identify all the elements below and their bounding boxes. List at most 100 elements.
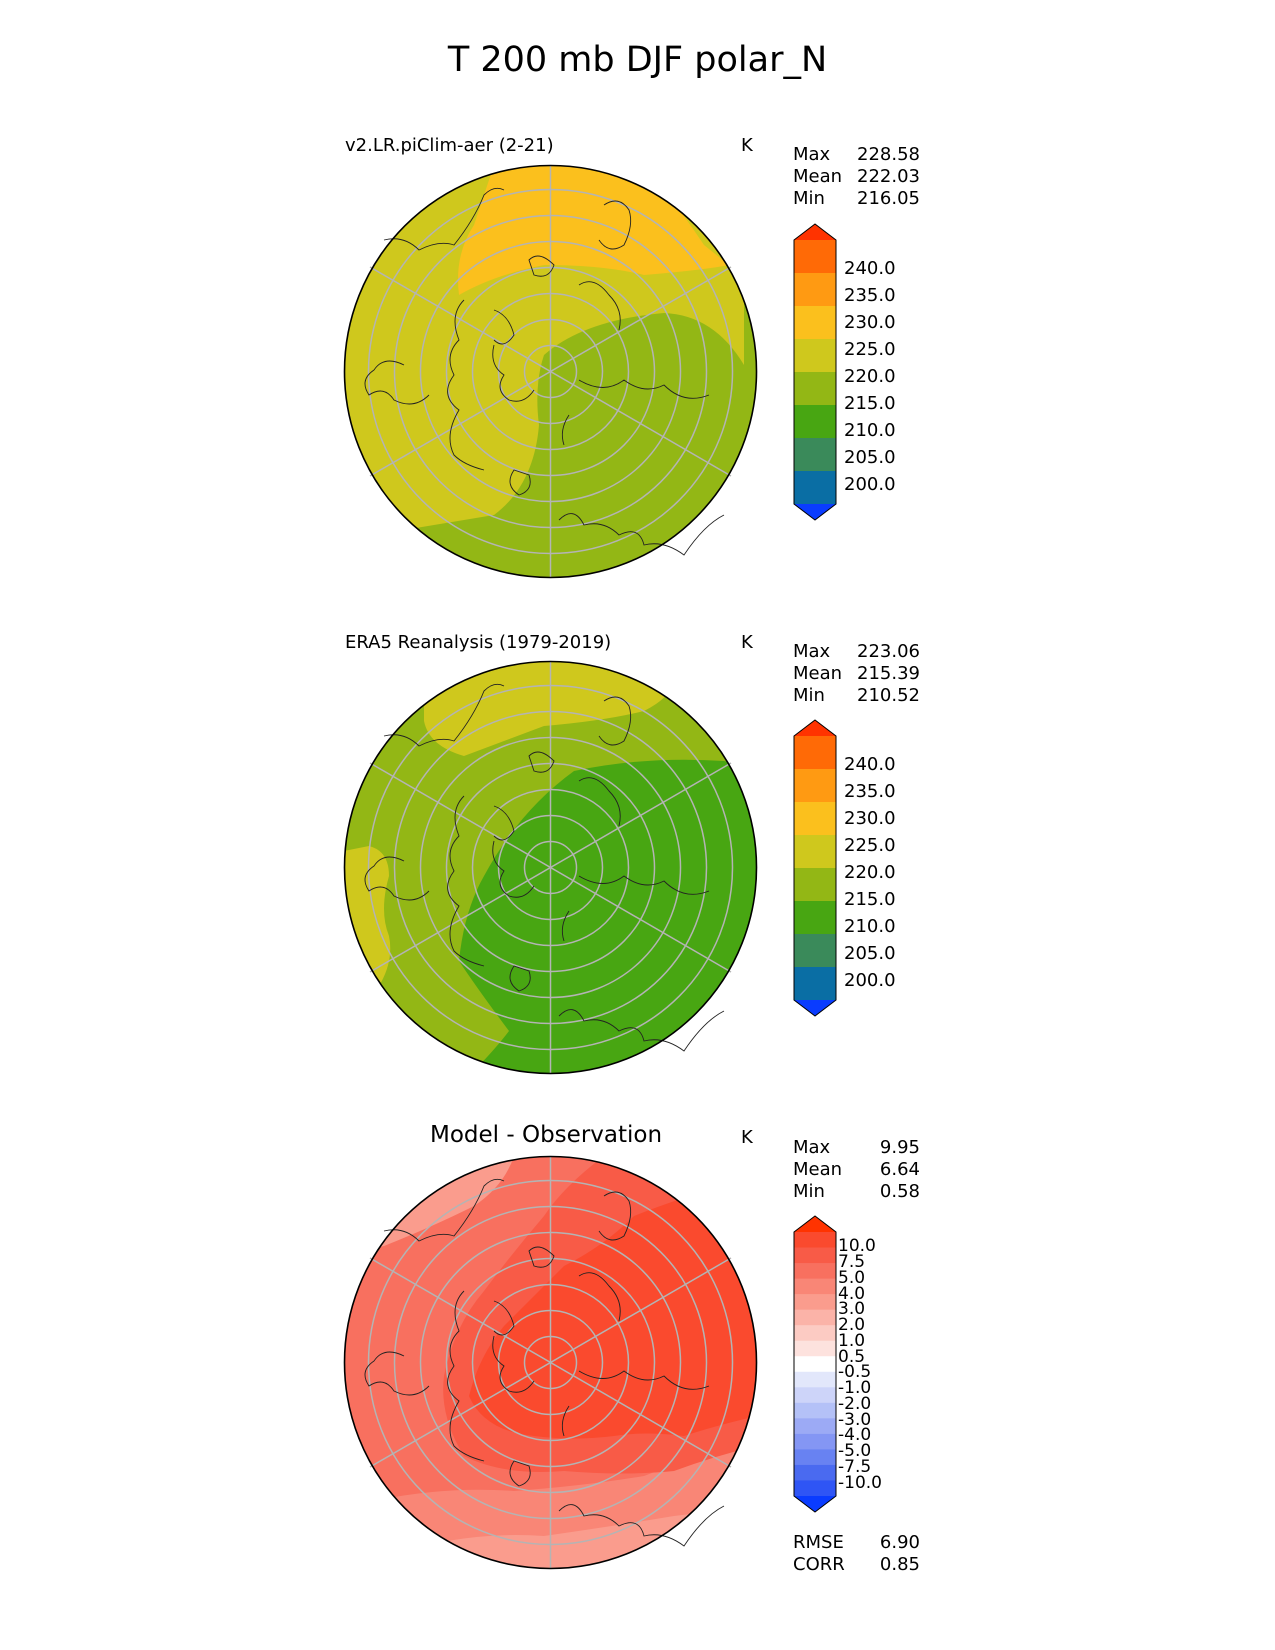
graticule [367,661,734,1074]
stat-label: Mean [793,166,843,187]
stat-label: Min [793,1181,825,1202]
colorbar-segment [794,1402,836,1419]
colorbar-segment [794,306,836,340]
colorbar-segment [794,1464,836,1481]
colorbar-ticks-diff: -10.0 -7.5 -5.0 -4.0 -3.0 -2.0 -1.0 -0.5… [838,1215,928,1513]
colorbar-segment [794,438,836,472]
coastlines [364,683,725,1052]
stat-value: 215.39 [857,663,920,684]
stat-value: 9.95 [879,1137,920,1158]
colorbar-tick: -2.0 [838,1394,872,1414]
colorbar-tick: 240.0 [844,258,896,279]
graticule [367,165,734,578]
colorbar-segment [794,1247,836,1264]
colorbar-segment [794,1356,836,1373]
stat-value: 216.05 [857,188,920,209]
colorbar-segment [794,240,836,274]
colorbar-ticks-test: 200.0 205.0 210.0 215.0 220.0 225.0 230.… [844,223,924,521]
stat-label: Mean [793,663,843,684]
colorbar-extend-max [794,1216,836,1232]
field-7.5-10 [469,1176,757,1439]
colorbar-segment [794,1433,836,1450]
colorbar-segment [794,769,836,803]
colorbar-segment [794,1340,836,1357]
stats-test: Max 228.58 Mean 222.03 Min 216.05 [793,144,920,214]
colorbar-tick: 220.0 [844,862,896,883]
colorbar-tick: -3.0 [838,1410,872,1430]
colorbar-extend-min [794,1000,836,1016]
stat-label: Mean [793,1159,843,1180]
colorbar-segment [794,835,836,869]
colorbar-segment [794,372,836,406]
colorbar-tick: 2.0 [838,1315,866,1335]
stat-value: 223.06 [857,641,920,662]
polar-map-test [343,164,758,579]
colorbar-segment [794,1325,836,1342]
metric-label: RMSE [793,1532,844,1553]
colorbar-segment [794,273,836,307]
map-boundary [343,660,758,1075]
colorbar-segment [794,1232,836,1249]
colorbar-tick: 10.0 [838,1236,876,1256]
colorbar-segment [794,736,836,770]
colorbar-tick: 1.0 [838,1331,866,1351]
graticule [367,1156,734,1569]
colorbar-tick: 205.0 [844,943,896,964]
colorbar-tick: 230.0 [844,312,896,333]
panel-title-test: v2.LR.piClim-aer (2-21) [345,135,554,156]
colorbar-segment [794,868,836,902]
field-210-215 [459,759,757,1074]
colorbar-tick: 225.0 [844,835,896,856]
colorbar-tick: 230.0 [844,808,896,829]
stats-diff: Max 9.95 Mean 6.64 Min 0.58 [793,1137,920,1207]
stat-label: Min [793,685,825,706]
map-boundary [343,164,758,579]
colorbar-extend-max [794,224,836,240]
colorbar-segment [794,1263,836,1280]
colorbar-extend-min [794,1496,836,1512]
colorbar-tick: 235.0 [844,781,896,802]
colorbar-segment [794,1294,836,1311]
colorbar-outline [793,719,837,1017]
colorbar-segment [794,967,836,1001]
colorbar-segment [794,339,836,373]
stats-reference: Max 223.06 Mean 215.39 Min 210.52 [793,641,920,711]
colorbar-test [793,223,837,521]
colorbar-tick: 210.0 [844,420,896,441]
panel-title-diff: Model - Observation [430,1122,663,1148]
colorbar-extend-min [794,504,836,520]
stat-label: Max [793,144,831,165]
colorbar-tick: 225.0 [844,339,896,360]
panel-title-reference: ERA5 Reanalysis (1979-2019) [345,632,612,653]
colorbar-outline [793,223,837,521]
colorbar-diff [793,1215,837,1513]
colorbar-tick: 7.5 [838,1252,866,1272]
colorbar-tick: 215.0 [844,393,896,414]
colorbar-tick: 215.0 [844,889,896,910]
colorbar-tick: 3.0 [838,1299,866,1319]
colorbar-segment [794,802,836,836]
colorbar-segment [794,1449,836,1466]
units-label-test: K [741,135,753,156]
colorbar-segment [794,901,836,935]
colorbar-segment [794,1278,836,1295]
figure-title: T 200 mb DJF polar_N [447,40,828,80]
colorbar-reference [793,719,837,1017]
colorbar-tick: 235.0 [844,285,896,306]
stat-label: Max [793,641,831,662]
colorbar-tick: 210.0 [844,916,896,937]
colorbar-segment [794,1309,836,1326]
colorbar-segment [794,471,836,505]
units-label-diff: K [741,1127,753,1148]
colorbar-outline [793,1215,837,1513]
stat-value: 228.58 [857,144,920,165]
stat-label: Min [793,188,825,209]
colorbar-tick: 0.5 [838,1347,866,1367]
field-220-225 [344,846,391,1001]
metrics-diff: RMSE 6.90 CORR 0.85 [793,1532,920,1580]
colorbar-segment [794,1418,836,1435]
coastlines [364,187,725,556]
map-boundary [343,1155,758,1570]
colorbar-tick: -4.0 [838,1425,872,1445]
stat-value: 222.03 [857,166,920,187]
